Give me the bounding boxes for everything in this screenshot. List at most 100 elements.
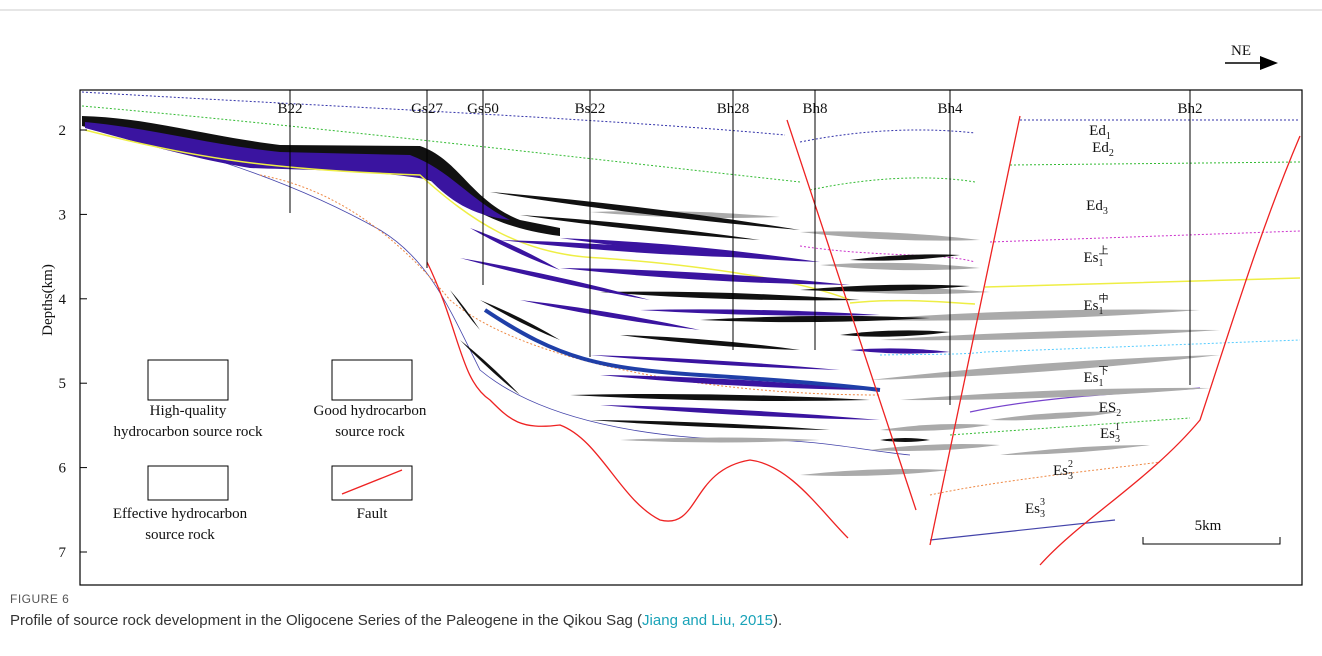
legend-label: source rock [145,527,215,543]
formation-base: Es [1025,501,1040,517]
legend-label: hydrocarbon source rock [113,424,263,440]
formation-base: Ed [1092,140,1109,156]
formation-label: ES2 [1099,400,1122,419]
legend-box [148,466,228,500]
caption-text: Profile of source rock development in th… [10,612,782,629]
section [82,92,1300,565]
legend-box [332,360,412,400]
effective-rock [620,438,820,443]
formation-base: Ed [1089,123,1106,139]
formation-sup: 上 [1099,245,1109,257]
well-label: B22 [277,101,302,117]
formation-sub: 3 [1103,206,1108,217]
effective-rock [820,263,980,270]
formation-sup: 中 [1099,292,1109,305]
high-quality-rock [560,268,850,285]
formation-base: Es [1084,250,1099,266]
direction-label: NE [1231,43,1251,59]
layer-boundary [950,418,1190,435]
fault [930,116,1020,545]
tick-label: 6 [59,461,67,477]
formation-base: ES [1099,400,1117,416]
good-rock [880,438,930,442]
good-rock [450,290,480,330]
high-quality-rock [640,309,880,315]
citation-link[interactable]: Jiang and Liu, 2015 [642,612,773,629]
high-quality-rock [850,348,950,353]
high-quality-rock [520,300,700,330]
legend-box [148,360,228,400]
effective-rock [880,424,990,431]
good-rock [620,335,800,350]
page: 234567Depths(km)B22Gs27Gs50Bs22Bh28Bh8Bh… [0,0,1322,656]
good-rock [850,254,960,260]
scale-label: 5km [1195,518,1222,534]
formation-label: Es1下 [1084,366,1109,389]
formation-base: Es [1084,370,1099,386]
well-label: Bs22 [575,101,606,117]
good-rock [480,300,560,340]
formation-sup: 2 [1068,459,1073,470]
effective-rock [870,355,1220,380]
formation-base: Es [1053,463,1068,479]
formation-label: Es32 [1053,459,1073,482]
scale-bar [1143,537,1280,544]
well-label: Bh2 [1177,101,1202,117]
layer-boundary [880,340,1300,355]
axis-label: Depths(km) [40,264,56,336]
good-rock [600,292,860,301]
formation-base: Es [1084,298,1099,314]
good-rock [460,340,520,395]
tick-label: 3 [59,207,67,223]
formation-label: Es1上 [1084,245,1109,269]
effective-rock [870,444,1000,451]
caption-end: ). [773,612,782,629]
tick-label: 5 [59,376,67,392]
formation-sub: 3 [1068,471,1073,482]
well-label: Bh8 [802,101,827,117]
high-quality-rock [460,258,650,300]
effective-rock [800,469,950,476]
formation-label: Es33 [1025,497,1045,520]
figure: 234567Depths(km)B22Gs27Gs50Bs22Bh28Bh8Bh… [0,0,1322,590]
figure-label: FIGURE 6 [10,592,782,606]
formation-sub: 1 [1099,258,1104,269]
formation-sub: 3 [1040,509,1045,520]
effective-rock [1000,445,1150,455]
well-label: Bh4 [937,101,963,117]
high-quality-rock [600,405,880,420]
layer-boundary [990,231,1300,242]
tick-label: 7 [59,545,67,561]
legend-label: Fault [357,506,389,522]
layer-boundary [800,130,975,142]
formation-sup: 1 [1115,422,1120,433]
fault [1040,136,1300,565]
formation-sub: 2 [1116,408,1121,419]
formation-sub: 1 [1099,306,1104,317]
formation-sup: 3 [1040,497,1045,508]
formation-sub: 2 [1109,148,1114,159]
layer-boundary [1010,162,1300,165]
well-label: Gs50 [467,101,499,117]
arrow-head [1260,56,1278,70]
formation-label: Es31 [1100,422,1120,445]
layer-boundary [930,520,1115,540]
tick-label: 2 [59,123,67,139]
caption-body: Profile of source rock development in th… [10,612,642,629]
formation-label: Ed2 [1092,140,1114,159]
good-rock [570,394,870,401]
legend-label: source rock [335,424,405,440]
caption: FIGURE 6 Profile of source rock developm… [10,592,782,629]
formation-sub: 3 [1115,434,1120,445]
formation-label: Ed3 [1086,198,1108,217]
formation-base: Es [1100,426,1115,442]
formation-sup: 下 [1099,366,1109,377]
formation-base: Ed [1086,198,1103,214]
effective-rock [900,388,1210,400]
tick-label: 4 [59,292,67,308]
legend-label: Effective hydrocarbon [113,506,248,522]
legend-label: Good hydrocarbon [314,403,427,419]
legend-label: High-quality [150,403,227,419]
well-label: Gs27 [411,101,443,117]
formation-sub: 1 [1099,378,1104,389]
